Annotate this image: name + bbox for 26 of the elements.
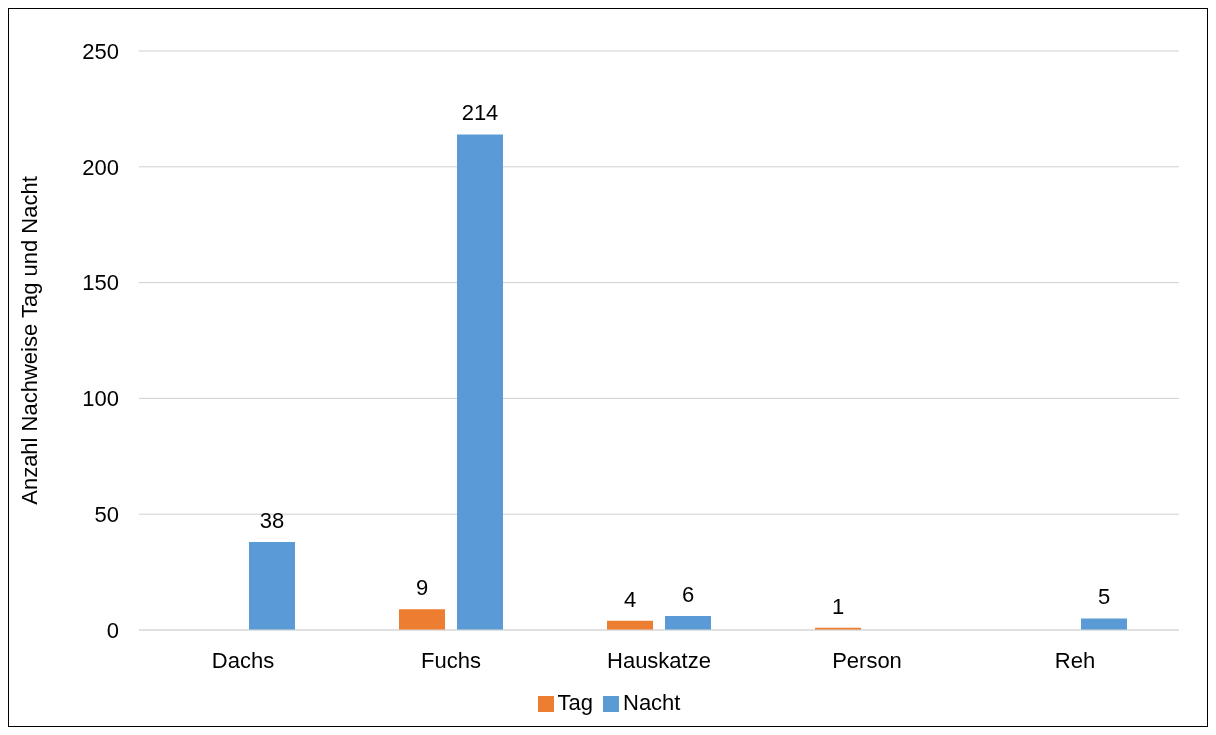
bar bbox=[457, 134, 503, 630]
data-label: 214 bbox=[461, 100, 499, 126]
legend-label: Nacht bbox=[623, 690, 681, 715]
y-tick-label: 0 bbox=[106, 617, 119, 643]
data-label: 6 bbox=[681, 582, 695, 608]
y-tick-label: 250 bbox=[82, 38, 119, 64]
data-label: 5 bbox=[1097, 584, 1111, 610]
bar bbox=[665, 616, 711, 630]
bar bbox=[399, 609, 445, 630]
y-axis-title: Anzahl Nachweise Tag und Nacht bbox=[16, 176, 42, 505]
data-label: 1 bbox=[831, 593, 845, 619]
x-tick-label: Person bbox=[832, 647, 902, 673]
y-tick-label: 150 bbox=[82, 270, 119, 296]
x-tick-label: Reh bbox=[1054, 647, 1096, 673]
data-label: 4 bbox=[623, 586, 637, 612]
legend-label: Tag bbox=[557, 690, 593, 715]
y-tick-label: 100 bbox=[82, 386, 119, 412]
x-tick-label: Hauskatze bbox=[607, 647, 711, 673]
x-tick-label: Dachs bbox=[211, 647, 275, 673]
data-label: 38 bbox=[259, 507, 285, 533]
bar bbox=[1081, 618, 1127, 630]
y-tick-label: 200 bbox=[82, 154, 119, 180]
y-tick-label: 50 bbox=[94, 502, 119, 528]
data-label: 9 bbox=[415, 575, 429, 601]
x-tick-label: Fuchs bbox=[421, 647, 481, 673]
bar bbox=[249, 541, 295, 630]
